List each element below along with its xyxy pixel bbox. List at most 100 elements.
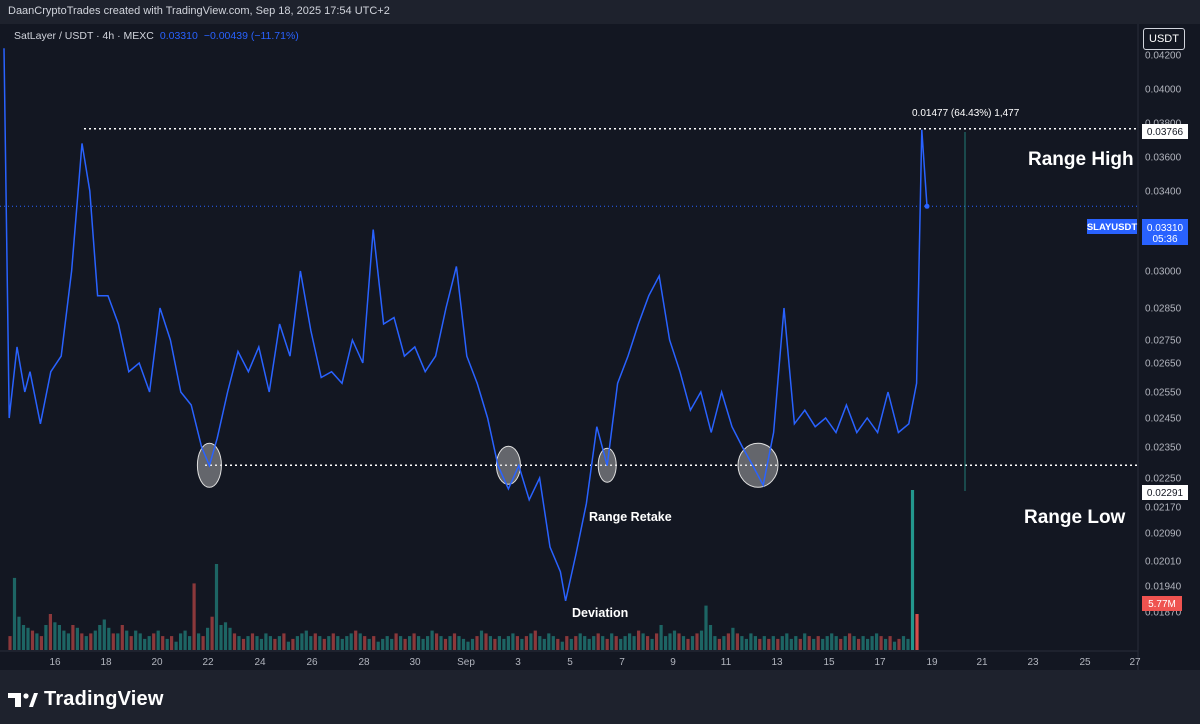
volume-bar (529, 633, 533, 650)
volume-bar (515, 636, 519, 650)
price-tick-label: 0.02650 (1145, 359, 1182, 370)
volume-bar (417, 636, 421, 650)
volume-bar (466, 641, 470, 650)
volume-bar (767, 638, 771, 650)
volume-bar (277, 636, 281, 650)
volume-bar (803, 633, 807, 650)
volume-bar (403, 638, 407, 650)
volume-bar (605, 638, 609, 650)
measure-label: 0.01477 (64.43%) 1,477 (912, 108, 1020, 119)
time-axis[interactable]: 16 18 20 22 24 26 28 30 Sep 3 5 7 9 11 13 15 17 19 21 23 25 2… (49, 657, 1141, 668)
price-tick-label: 0.02170 (1145, 503, 1182, 514)
volume-bar (367, 638, 371, 650)
price-tick-label: 0.04200 (1145, 51, 1182, 62)
price-tick-label: 0.02250 (1145, 474, 1182, 485)
volume-bar (744, 638, 748, 650)
symbol-tag: SLAYUSDT (1087, 219, 1138, 234)
volume-bar (53, 622, 57, 650)
volume-bar (672, 630, 677, 650)
chart-background (0, 24, 1200, 670)
time-tick-label: 16 (49, 657, 61, 668)
volume-bar (188, 636, 192, 650)
volume-bar (870, 636, 874, 650)
volume-bar (44, 625, 48, 650)
volume-bar (71, 625, 75, 650)
volume-bar (237, 636, 241, 650)
current-price-value: 0.03310 (1147, 223, 1184, 234)
volume-bar (147, 636, 151, 650)
volume-tag-text: 5.77M (1148, 599, 1176, 610)
volume-bar (116, 633, 120, 650)
volume-bar (210, 616, 214, 650)
volume-bar (17, 616, 21, 650)
legend-change: −0.00439 (−11.71%) (204, 30, 299, 42)
volume-bar (39, 636, 43, 650)
measure-tool[interactable]: 0.01477 (64.43%) 1,477 (903, 103, 1027, 491)
volume-bar (888, 636, 892, 650)
annotation-deviation: Deviation (572, 606, 628, 620)
volume-bar (843, 636, 847, 650)
price-chart[interactable]: SatLayer / USDT · 4h · MEXC 0.03310 −0.004… (0, 24, 1200, 670)
volume-bar (134, 630, 138, 650)
volume-bar (57, 625, 61, 650)
volume-bar (722, 636, 726, 650)
volume-bar (349, 633, 353, 650)
volume-bar (89, 633, 93, 650)
symbol-tag-text: SLAYUSDT (1087, 222, 1138, 233)
time-tick-label: 19 (926, 657, 938, 668)
volume-bar (143, 638, 147, 650)
volume-bar (331, 633, 335, 650)
volume-bar (426, 636, 430, 650)
volume-bar (726, 633, 730, 650)
volume-bar (457, 636, 461, 650)
volume-bar (587, 638, 591, 650)
volume-bar (179, 633, 183, 650)
volume-bar (884, 638, 888, 650)
volume-bar (502, 638, 506, 650)
price-tick-label: 0.03600 (1145, 153, 1182, 164)
volume-bar (731, 627, 735, 650)
volume-bar (268, 636, 272, 650)
volume-bar (623, 636, 627, 650)
volume-bar (66, 633, 70, 650)
volume-bar (668, 633, 672, 650)
volume-bar (452, 633, 457, 650)
time-tick-label: 21 (976, 657, 988, 668)
volume-bar (318, 636, 322, 650)
volume-bar (385, 636, 389, 650)
volume-bar (879, 636, 883, 650)
volume-bar (892, 641, 897, 650)
volume-bar (628, 633, 632, 650)
time-tick-label: 9 (670, 657, 676, 668)
volume-bar (762, 636, 766, 650)
volume-bar (232, 633, 237, 650)
range-high-value: 0.03766 (1147, 127, 1184, 138)
volume-bar (376, 641, 380, 650)
time-tick-label: 3 (515, 657, 521, 668)
volume-bar (753, 636, 757, 650)
volume-bar (354, 630, 358, 650)
time-tick-label: 28 (358, 657, 370, 668)
volume-bar (758, 638, 762, 650)
volume-bar (435, 633, 439, 650)
volume-bar (497, 636, 501, 650)
volume-bar (62, 630, 66, 650)
legend-price: 0.03310 (160, 30, 198, 42)
price-tick-label: 0.02350 (1145, 443, 1182, 454)
volume-bar (681, 636, 686, 650)
volume-bar (542, 638, 546, 650)
volume-bar (740, 636, 744, 650)
volume-bar (246, 636, 250, 650)
currency-button[interactable]: USDT (1143, 28, 1185, 50)
volume-bar (484, 633, 488, 650)
time-tick-label: 7 (619, 657, 625, 668)
volume-bar (533, 630, 537, 650)
volume-bar (749, 633, 753, 650)
volume-bar (430, 630, 434, 650)
countdown-value: 05:36 (1152, 234, 1177, 245)
volume-bar (241, 638, 246, 650)
volume-bar (461, 638, 466, 650)
volume-bar (569, 638, 573, 650)
volume-bar (93, 630, 97, 650)
time-tick-label: 30 (409, 657, 421, 668)
